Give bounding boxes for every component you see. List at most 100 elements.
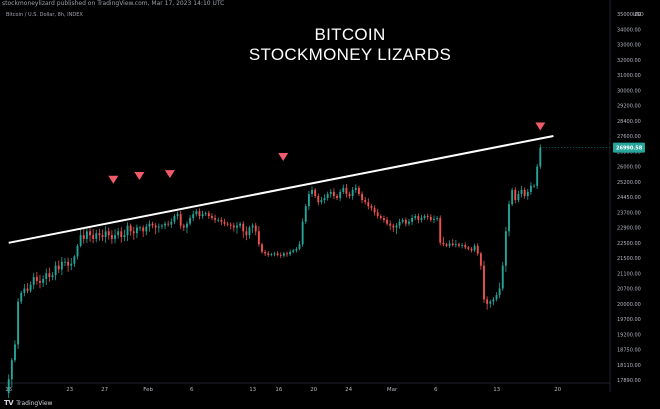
candle-body — [533, 185, 535, 187]
candle-body — [20, 292, 23, 302]
candle-body — [195, 211, 198, 215]
candle-body — [10, 360, 13, 380]
candle-body — [148, 223, 151, 227]
candle-body — [429, 217, 432, 220]
candle-body — [60, 261, 63, 270]
tradingview-logo-label: TradingView — [16, 399, 53, 407]
y-tick-label: 21500.00 — [617, 256, 641, 262]
candle-body — [70, 263, 73, 266]
candle-body — [182, 225, 185, 228]
candle-body — [114, 235, 116, 239]
candle-body — [364, 200, 367, 203]
candle-body — [107, 231, 110, 236]
candle-body — [433, 218, 435, 220]
candlestick-series — [7, 144, 542, 399]
candle-body — [329, 191, 332, 194]
candle-body — [217, 219, 220, 221]
candle-body — [448, 243, 451, 246]
candle-body — [120, 231, 123, 238]
candle-body — [132, 231, 135, 234]
symbol-subtitle: Bitcoin / U.S. Dollar, 8h, INDEX — [6, 12, 83, 18]
tradingview-logo[interactable]: TV TradingView — [4, 399, 52, 407]
candle-body — [242, 223, 245, 232]
trendline — [8, 135, 554, 244]
y-tick-label: 33000.00 — [617, 43, 641, 49]
candle-body — [14, 344, 16, 361]
y-tick-label: 20000.00 — [617, 302, 641, 308]
candle-body — [186, 223, 188, 228]
candle-body — [173, 216, 176, 222]
candle-body — [442, 242, 445, 245]
candle-body — [317, 195, 320, 203]
y-tick-label: 22900.00 — [617, 226, 641, 232]
candle-body — [189, 217, 192, 224]
candle-body — [501, 265, 504, 289]
candle-body — [339, 191, 342, 199]
candle-body — [389, 223, 392, 226]
overlay-title-line-1: BITCOIN — [314, 25, 385, 44]
x-tick-label: 23 — [66, 387, 73, 393]
candle-body — [332, 191, 335, 196]
last-price-tag — [613, 142, 645, 153]
candle-body — [470, 248, 473, 251]
candle-body — [279, 254, 282, 256]
candle-body — [336, 195, 338, 199]
x-tick-label: 24 — [345, 387, 352, 393]
candle-body — [123, 235, 126, 238]
y-tick-label: 18750.00 — [617, 348, 641, 354]
candle-body — [307, 193, 310, 207]
candle-body — [157, 226, 160, 228]
publisher-header: stockmoneylizard published on TradingVie… — [2, 0, 225, 7]
candle-body — [489, 301, 492, 304]
candle-body — [179, 214, 182, 226]
candle-body — [82, 235, 85, 239]
currency-label: USD — [633, 12, 644, 18]
candle-body — [476, 245, 479, 254]
candle-body — [257, 231, 260, 245]
y-tick-label: 30000.00 — [617, 88, 641, 94]
candle-body — [104, 231, 107, 238]
candle-body — [95, 233, 98, 239]
down-triangle-marker — [164, 170, 175, 179]
candle-body — [245, 231, 248, 236]
candle-body — [423, 216, 426, 218]
candle-body — [508, 204, 510, 232]
candle-body — [451, 243, 454, 246]
candle-body — [248, 227, 251, 236]
candle-body — [379, 216, 382, 218]
candle-body — [142, 227, 145, 232]
candle-body — [110, 235, 113, 239]
y-tick-label: 24450.00 — [617, 195, 641, 201]
y-tick-label: 19700.00 — [617, 317, 641, 323]
x-tick-label: Mar — [387, 387, 398, 393]
price-axis[interactable]: 17890.00 18110.00 18750.00 19200.00 19700.00… — [617, 12, 641, 384]
candle-body — [401, 219, 404, 222]
candle-body — [129, 225, 132, 232]
time-axis[interactable]: 162327Feb613162024Mar61320 — [5, 387, 561, 393]
candle-body — [204, 213, 207, 215]
candle-body — [267, 253, 270, 255]
trendline-layer — [8, 135, 554, 244]
candle-body — [454, 244, 457, 246]
candle-body — [170, 221, 173, 225]
candle-body — [426, 216, 429, 218]
candle-body — [370, 206, 373, 209]
x-tick-label: 13 — [249, 387, 256, 393]
candle-body — [192, 214, 195, 218]
marker-layer — [108, 122, 546, 184]
candle-body — [67, 261, 70, 266]
candle-body — [295, 248, 298, 251]
candle-body — [523, 189, 526, 196]
candle-body — [304, 206, 307, 222]
y-tick-label: 17890.00 — [617, 378, 641, 384]
candle-body — [145, 226, 148, 232]
candle-body — [223, 221, 226, 224]
candle-body — [498, 288, 501, 296]
candle-body — [45, 273, 48, 279]
candle-body — [214, 217, 217, 220]
candle-body — [445, 244, 448, 246]
y-tick-label: 19200.00 — [617, 332, 641, 338]
candle-body — [167, 223, 170, 225]
candle-body — [520, 189, 523, 194]
